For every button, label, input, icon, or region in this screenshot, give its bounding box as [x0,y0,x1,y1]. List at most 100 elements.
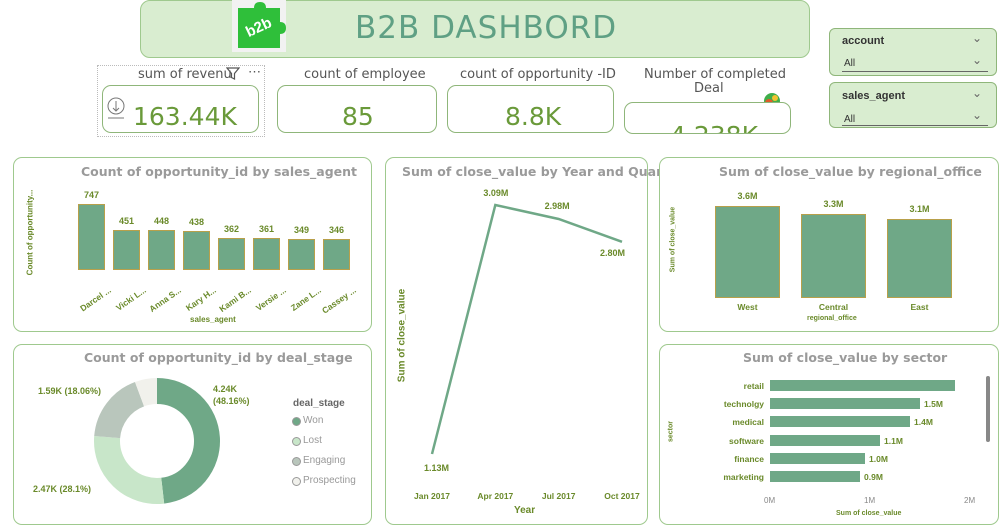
deal-stage-legend-title: deal_stage [293,398,345,409]
sales-agent-bar [288,239,315,270]
kpi-revenue-box [102,85,259,133]
line-data-label: 3.09M [483,188,508,198]
sector-chart-title: Sum of close_value by sector [743,350,948,365]
sector-bar [770,471,860,482]
sales-agent-bar-label: 438 [188,217,205,228]
regional-office-x-axis-label: regional_office [807,315,857,322]
sector-y-axis-label: sector [667,421,675,443]
year-quarter-line-chart: 1.13M Jan 2017 3.09M Apr 2017 2.98M Jul 2017 2… [414,188,640,501]
line-x-tick-label: Oct 2017 [604,491,640,501]
sales-agent-chart-title: Count of opportunity_id by sales_agent [81,164,358,179]
donut-slice-prospecting [134,378,158,407]
sector-bar [770,434,880,446]
sector-bar [770,452,865,464]
kpi-opportunity-box [447,85,614,133]
line-data-label: 1.13M [424,463,449,473]
kpi-completed-box: 4,238K [624,102,791,134]
region-tick-label: West [737,302,758,312]
slicer-underline [842,71,988,72]
kpi-employee-value: 85 [342,102,374,131]
donut-data-label: 1.59K (18.06%) [38,386,101,396]
sales-agent-bar-label: 451 [118,216,135,227]
legend-marker-icon [292,457,301,466]
sector-tick-label: marketing [723,472,764,482]
region-bar [887,218,952,298]
dashboard-title: B2B DASHBORD [355,10,618,46]
sector-bar [770,380,955,391]
legend-marker-icon [292,477,301,486]
sector-bar-label: 1.1M [884,435,903,446]
kpi-completed-label-1: Number of completed [644,67,786,82]
regional-office-y-axis-label: Sum of close_value [669,206,677,273]
account-slicer-value[interactable]: All [844,58,856,69]
donut-data-label: 4.24K [213,384,238,394]
more-options-icon[interactable]: ⋯ [248,64,261,79]
sales-agent-slicer-value[interactable]: All [844,114,856,125]
sales-agent-bar-label: 361 [258,224,275,235]
legend-item-label: Lost [303,435,322,446]
deal-stage-donut-chart: 4.24K (48.16%) 2.47K (28.1%) 1.59K (18.06%) [33,378,250,504]
sales-agent-bar-label: 747 [83,190,100,200]
filter-icon[interactable] [225,67,241,85]
sector-tick-label: medical [732,417,764,428]
region-tick-label: East [910,302,929,312]
close-value-line [430,203,623,455]
sector-tick-label: software [729,435,764,446]
regional-office-chart-title: Sum of close_value by regional_office [719,164,982,179]
line-data-label: 2.98M [545,201,570,211]
kpi-revenue-value: 163.44K [133,102,237,131]
sales-agent-bar [148,230,175,270]
legend-marker-icon [292,437,301,446]
legend-marker-icon [292,417,301,426]
donut-slice-lost [94,436,165,504]
sector-bar-label: 1.5M [924,399,943,410]
donut-slice-won [156,378,220,504]
b2b-puzzle-logo: b2b [232,0,286,52]
sales-agent-bar-label: 349 [293,225,310,236]
chevron-down-icon[interactable]: ⌄ [972,86,983,100]
sector-x-tick-label: 2M [964,496,976,505]
sector-x-tick-label: 0M [764,496,776,505]
sector-x-tick-label: 1M [864,496,876,505]
account-slicer[interactable] [829,28,997,76]
sales-agent-bar [183,231,210,270]
kpi-employee-box [277,85,437,133]
line-x-tick-label: Jan 2017 [414,491,450,501]
deal-stage-chart-title: Count of opportunity_id by deal_stage [84,350,353,365]
sector-tick-label: technolgy [723,399,764,410]
sector-bar [770,416,910,428]
sales-agent-bar-label: 448 [153,216,170,227]
legend-item-label: Engaging [303,455,346,466]
chevron-down-icon[interactable]: ⌄ [972,31,983,45]
sector-bar [770,398,920,410]
year-quarter-chart-title: Sum of close_value by Year and Quarter [402,164,683,179]
sector-tick-label: retail [743,381,764,391]
chevron-down-icon[interactable]: ⌄ [972,108,983,122]
sales-agent-bar [253,238,280,270]
line-data-label: 2.80M [600,248,625,258]
sales-agent-slicer-title: sales_agent [842,90,905,102]
line-x-tick-label: Jul 2017 [542,491,576,501]
kpi-employee-label: count of employee [304,67,426,82]
deal-stage-chart-panel [13,344,372,525]
slicer-underline [842,125,988,126]
year-quarter-chart-panel [385,157,648,525]
kpi-completed-value: 4,238K [670,121,758,133]
region-bar [715,206,780,298]
sector-bar-label: 0.9M [864,472,883,482]
legend-item-label: Prospecting [303,475,356,486]
sales-agent-y-axis-label: Count of opportunity... [25,189,35,276]
year-quarter-x-axis-label: Year [514,505,536,516]
sales-agent-slicer[interactable] [829,82,997,128]
sector-chart-panel [659,344,999,525]
sales-agent-bar [113,230,140,270]
sales-agent-x-axis-label: sales_agent [190,315,236,324]
chevron-down-icon[interactable]: ⌄ [972,53,983,67]
sales-agent-bar-label: 362 [223,224,240,235]
sales-agent-bar [78,204,105,270]
legend-item-label: Won [303,415,324,426]
region-bar [801,213,866,298]
kpi-opportunity-value: 8.8K [505,102,562,131]
sector-bar-label: 1.4M [914,417,933,428]
sector-scrollbar[interactable] [986,376,990,442]
